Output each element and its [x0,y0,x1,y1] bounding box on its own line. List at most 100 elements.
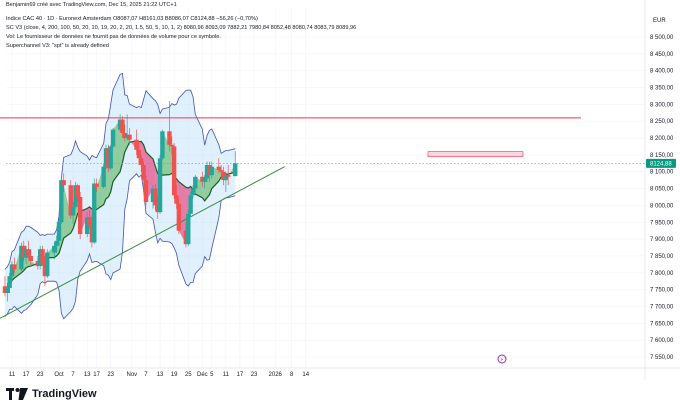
candle[interactable] [89,215,95,248]
candle-body [176,203,182,231]
event-marker[interactable]: ⚡ [497,354,507,364]
time-tick-label: 8 [290,372,294,378]
candle[interactable] [26,240,31,260]
price-tick-label: 8 200,00 [650,136,674,142]
candle[interactable] [19,242,24,272]
support-trendline[interactable] [0,166,285,320]
candle[interactable] [42,255,48,287]
candle[interactable] [5,282,10,302]
candle[interactable] [9,261,15,282]
candle[interactable] [134,129,139,155]
candle[interactable] [68,180,73,219]
candle-body [42,262,48,277]
candle[interactable] [174,185,179,209]
candle[interactable] [23,245,29,265]
candle[interactable] [176,198,182,235]
candle[interactable] [61,173,66,192]
candle[interactable] [73,181,78,209]
price-tick-label: 8 300,00 [650,102,674,108]
candle[interactable] [226,165,231,186]
candle[interactable] [223,171,229,192]
indicator-legend-volume[interactable]: Vol: Le fournisseur de données ne fourni… [6,34,221,40]
candle[interactable] [204,161,210,182]
price-tick-label: 8 150,00 [650,153,674,159]
candle[interactable] [143,175,149,206]
candle[interactable] [124,114,130,140]
candle[interactable] [186,210,191,246]
candle[interactable] [12,257,17,273]
candle[interactable] [136,143,142,165]
candle[interactable] [188,191,193,218]
candle[interactable] [171,143,177,199]
candle[interactable] [38,245,43,270]
candle[interactable] [56,218,62,246]
candle[interactable] [169,136,174,155]
candle[interactable] [110,127,116,149]
candle[interactable] [70,202,76,224]
candle[interactable] [40,245,45,267]
candle[interactable] [106,144,111,172]
candle[interactable] [59,176,64,224]
candle[interactable] [200,171,205,187]
indicator-legend-sc[interactable]: SC V3 (close, 4, 200, 100, 50, 20, 10, 1… [6,25,357,31]
resistance-zone[interactable] [427,151,524,157]
candle[interactable] [101,163,106,189]
candle[interactable] [92,178,97,245]
candle[interactable] [218,165,224,177]
symbol-legend[interactable]: Indice CAC 40 · 1D · Euronext Amsterdam … [6,16,258,22]
candle[interactable] [87,210,92,229]
tradingview-logo[interactable]: TradingView [6,386,97,402]
candle[interactable] [150,185,156,209]
candle[interactable] [190,185,196,199]
price-badge-value: 8124,88 [650,162,672,168]
price-tick-label: 7 800,00 [650,271,674,277]
candle[interactable] [221,166,226,186]
candle[interactable] [167,101,172,152]
candle[interactable] [2,276,8,297]
price-tick-label: 8 450,00 [650,52,674,58]
candle[interactable] [183,222,189,248]
candle[interactable] [21,240,26,261]
candle[interactable] [54,235,59,253]
candle[interactable] [35,255,41,270]
candle[interactable] [7,272,12,293]
price-tick-label: 7 700,00 [650,304,674,310]
candle[interactable] [75,183,80,203]
candle[interactable] [209,161,214,179]
price-badge: 8124,88 [646,158,676,168]
time-tick-label: 25 [185,372,192,378]
candle[interactable] [122,124,127,142]
candle-body [188,195,193,214]
candle[interactable] [141,161,146,192]
candle[interactable] [193,175,198,192]
candle[interactable] [153,183,158,211]
candle[interactable] [160,129,165,160]
time-tick-label: 23 [251,372,258,378]
candle[interactable] [157,154,163,214]
candle-body [134,139,139,150]
candle[interactable] [28,249,33,267]
candle[interactable] [108,144,113,171]
candle[interactable] [94,178,99,192]
candle[interactable] [127,127,132,145]
candle[interactable] [103,144,109,169]
candle[interactable] [45,249,50,278]
event-icon[interactable] [497,354,507,364]
price-tick-label: 8 100,00 [650,170,674,176]
candle[interactable] [139,154,144,172]
price-tick-label: 8 000,00 [650,203,674,209]
candle[interactable] [77,191,83,240]
candle[interactable] [85,212,90,238]
candle[interactable] [207,161,212,182]
candle[interactable] [120,116,125,139]
candle[interactable] [202,175,207,189]
price-axis[interactable]: 7 550,00 7 600,00 7 650,00 7 700,00 7 750,00… [644,0,674,380]
candle[interactable] [52,242,57,260]
candle[interactable] [155,195,160,219]
time-tick-label: 19 [171,372,178,378]
candle[interactable] [233,151,238,177]
indicator-legend-superchannel[interactable]: Superchannel V3: "spt" is already define… [6,43,109,49]
candle[interactable] [117,114,123,132]
time-axis[interactable]: 11 17 23 Oct 7 13 17 23 Nov 7 13 19 25 Déc 5 11 17 23 2026… [0,367,680,378]
candle[interactable] [216,158,221,174]
